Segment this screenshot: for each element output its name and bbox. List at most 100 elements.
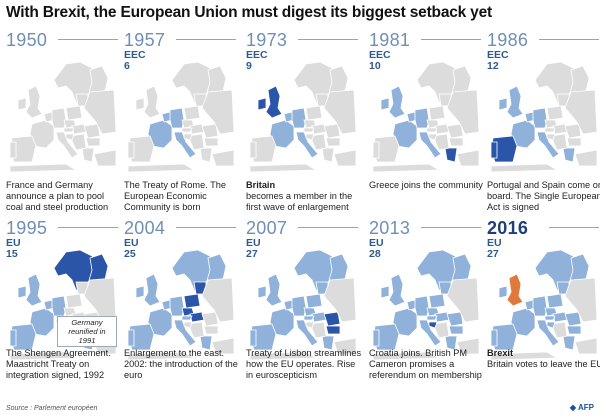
country-romania (83, 123, 101, 139)
country-greece (562, 335, 576, 351)
panel-caption: Enlargement to the east. 2002: the intro… (124, 348, 240, 381)
country-austria (426, 127, 438, 133)
panel-organisation: EU (369, 237, 384, 249)
country-hungary (71, 123, 87, 135)
country-croatia (183, 321, 193, 329)
country-northAfrica (9, 163, 78, 172)
country-bulgaria (566, 325, 582, 335)
country-hungary (189, 311, 205, 323)
country-uk (143, 85, 161, 119)
year-row: 1950 (6, 30, 118, 50)
country-germany (291, 107, 307, 129)
country-croatia (428, 133, 438, 141)
country-northAfrica (9, 351, 78, 360)
country-poland (65, 105, 83, 121)
country-portugal (490, 329, 498, 347)
country-poland (546, 293, 564, 309)
country-balkans (432, 321, 450, 339)
country-ireland (135, 97, 145, 111)
country-italy (295, 131, 319, 159)
member-count: 27 (487, 248, 499, 260)
panel-caption: Brexit Britain votes to leave the EU (487, 348, 600, 370)
country-italy (418, 131, 442, 159)
panel-year: 1950 (6, 30, 48, 50)
country-northAfrica (127, 163, 196, 172)
europe-map-svg (372, 62, 480, 172)
country-ireland (498, 97, 508, 111)
panel-organisation: EU (6, 237, 21, 249)
caption-text: France and Germany announce a plan to po… (6, 180, 109, 212)
member-count: 15 (6, 248, 18, 260)
country-croatia (305, 321, 315, 329)
year-rule (176, 39, 236, 40)
country-greece (199, 335, 213, 351)
member-count: 25 (124, 248, 136, 260)
country-hungary (189, 123, 205, 135)
country-hungary (552, 123, 568, 135)
panel-year: 1995 (6, 218, 48, 238)
timeline-panel-2007: 2007 EU 27 Treaty of Lisbon streamlines how… (246, 218, 361, 380)
panel-caption: Croatia joins. British PM Cameron promis… (369, 348, 485, 381)
timeline-panel-1995: 1995 EU 15 The Shengen Agreement. Maastrich… (6, 218, 118, 380)
country-romania (564, 311, 582, 327)
country-balkans (550, 321, 568, 339)
country-uk (265, 85, 283, 119)
panel-organisation: EU (487, 237, 502, 249)
country-eastern (446, 89, 480, 135)
country-northAfrica (490, 163, 559, 172)
country-portugal (127, 141, 135, 159)
europe-map-svg (127, 62, 235, 172)
country-bulgaria (566, 137, 582, 147)
caption-highlight: Britain (246, 180, 276, 190)
country-balkans (309, 321, 327, 339)
country-greece (81, 147, 95, 163)
caption-text: The Shengen Agreement. Maastricht Treaty… (6, 348, 111, 380)
country-germany (414, 295, 430, 317)
country-hungary (311, 311, 327, 323)
panel-organisation: EU (124, 237, 139, 249)
caption-text: The Treaty of Rome. The European Economi… (124, 180, 226, 212)
country-northAfrica (127, 351, 196, 360)
country-austria (181, 315, 193, 321)
country-turkey (333, 337, 357, 355)
country-croatia (183, 133, 193, 141)
panel-organisation: EEC (369, 49, 391, 61)
europe-map-svg (490, 250, 598, 360)
country-poland (183, 293, 201, 309)
country-greece (321, 147, 335, 163)
europe-map (369, 250, 481, 360)
timeline-panel-1973: 1973 EEC 9 Britain becomes a member in the f… (246, 30, 358, 212)
caption-text: Enlargement to the east. 2002: the intro… (124, 348, 238, 380)
country-bulgaria (85, 137, 101, 147)
panel-caption: The Shengen Agreement. Maastricht Treaty… (6, 348, 122, 381)
source-credit: Source : Parlement européen (6, 405, 98, 412)
country-poland (65, 293, 83, 309)
country-romania (201, 123, 219, 139)
country-eastern (564, 89, 598, 135)
country-uk (388, 273, 406, 307)
europe-map-svg (372, 250, 480, 360)
country-portugal (372, 141, 380, 159)
country-eastern (323, 89, 357, 135)
europe-map (369, 62, 481, 172)
country-turkey (574, 149, 598, 167)
country-romania (446, 311, 464, 327)
afp-logo-text: AFP (578, 403, 594, 412)
country-croatia (65, 133, 75, 141)
country-turkey (574, 337, 598, 355)
year-rule (549, 227, 599, 228)
member-count: 9 (246, 60, 252, 72)
country-austria (63, 127, 75, 133)
panel-organisation: EEC (124, 49, 146, 61)
timeline-panel-1950: 1950 France and Germany announce a plan t… (6, 30, 118, 212)
member-count: 28 (369, 248, 381, 260)
year-row: 2013 (369, 218, 481, 238)
member-count: 6 (124, 60, 130, 72)
country-hungary (434, 123, 450, 135)
year-row: 2007 (246, 218, 358, 238)
panel-year: 1973 (246, 30, 288, 50)
country-austria (544, 315, 556, 321)
country-bulgaria (203, 137, 219, 147)
member-count: 10 (369, 60, 381, 72)
country-turkey (211, 149, 235, 167)
